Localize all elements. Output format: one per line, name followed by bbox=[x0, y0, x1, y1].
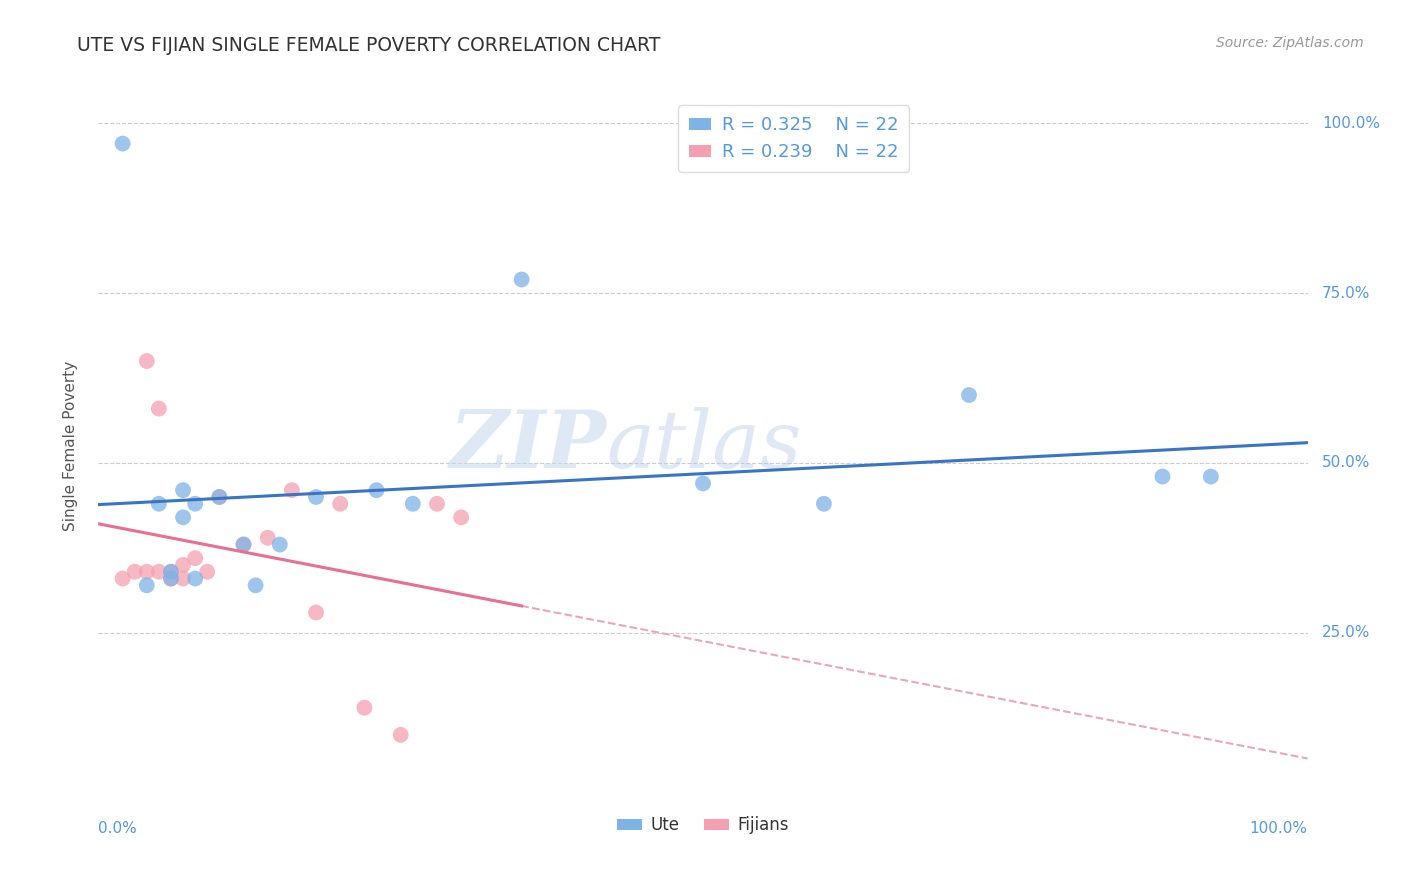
Point bbox=[366, 483, 388, 498]
Point bbox=[450, 510, 472, 524]
Point bbox=[232, 537, 254, 551]
Text: atlas: atlas bbox=[606, 408, 801, 484]
Text: 25.0%: 25.0% bbox=[1322, 625, 1371, 640]
Point bbox=[111, 572, 134, 586]
Point bbox=[305, 490, 328, 504]
Point bbox=[281, 483, 304, 498]
Point bbox=[160, 572, 183, 586]
Point bbox=[184, 572, 207, 586]
Text: ZIP: ZIP bbox=[450, 408, 606, 484]
Point bbox=[269, 537, 291, 551]
Point bbox=[208, 490, 231, 504]
Point bbox=[305, 606, 328, 620]
Text: 0.0%: 0.0% bbox=[98, 821, 138, 836]
Point bbox=[245, 578, 267, 592]
Point bbox=[148, 497, 170, 511]
Text: 75.0%: 75.0% bbox=[1322, 285, 1371, 301]
Point bbox=[135, 578, 157, 592]
Point bbox=[135, 354, 157, 368]
Point bbox=[256, 531, 278, 545]
Point bbox=[160, 565, 183, 579]
Text: Source: ZipAtlas.com: Source: ZipAtlas.com bbox=[1216, 36, 1364, 50]
Point bbox=[160, 572, 183, 586]
Point bbox=[135, 565, 157, 579]
Point bbox=[510, 272, 533, 286]
Text: 100.0%: 100.0% bbox=[1250, 821, 1308, 836]
Point bbox=[232, 537, 254, 551]
Y-axis label: Single Female Poverty: Single Female Poverty bbox=[63, 361, 77, 531]
Point bbox=[389, 728, 412, 742]
Point bbox=[329, 497, 352, 511]
Point bbox=[208, 490, 231, 504]
Point bbox=[813, 497, 835, 511]
Point bbox=[184, 497, 207, 511]
Text: UTE VS FIJIAN SINGLE FEMALE POVERTY CORRELATION CHART: UTE VS FIJIAN SINGLE FEMALE POVERTY CORR… bbox=[77, 36, 661, 54]
Point bbox=[124, 565, 146, 579]
Point bbox=[111, 136, 134, 151]
Point bbox=[172, 558, 194, 572]
Point bbox=[1199, 469, 1222, 483]
Point bbox=[353, 700, 375, 714]
Point bbox=[426, 497, 449, 511]
Point bbox=[172, 572, 194, 586]
Point bbox=[148, 401, 170, 416]
Point bbox=[148, 565, 170, 579]
Point bbox=[172, 483, 194, 498]
Text: 50.0%: 50.0% bbox=[1322, 456, 1371, 470]
Point bbox=[692, 476, 714, 491]
Point bbox=[957, 388, 980, 402]
Point bbox=[172, 510, 194, 524]
Point bbox=[184, 551, 207, 566]
Legend: Ute, Fijians: Ute, Fijians bbox=[610, 810, 796, 841]
Point bbox=[160, 565, 183, 579]
Point bbox=[195, 565, 218, 579]
Point bbox=[402, 497, 425, 511]
Text: 100.0%: 100.0% bbox=[1322, 116, 1381, 131]
Point bbox=[1152, 469, 1174, 483]
